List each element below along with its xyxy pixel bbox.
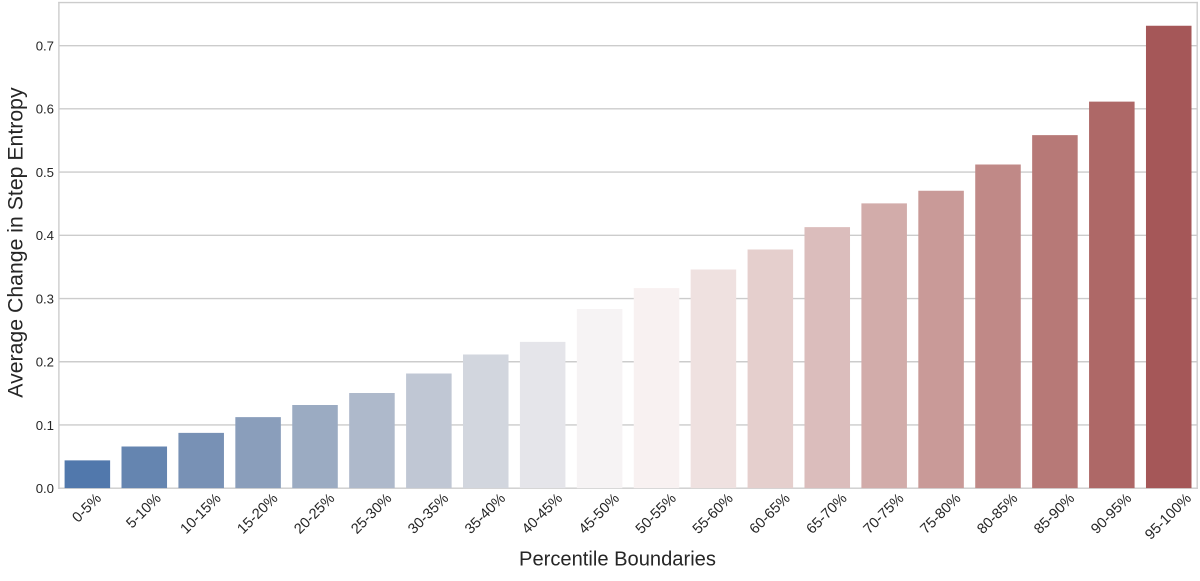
svg-text:0.7: 0.7 [36, 38, 54, 53]
svg-text:0.5: 0.5 [36, 165, 54, 180]
svg-text:Percentile Boundaries: Percentile Boundaries [519, 548, 716, 570]
svg-text:Average Change in Step Entropy: Average Change in Step Entropy [3, 87, 27, 398]
svg-text:0.6: 0.6 [36, 102, 54, 117]
svg-text:0.3: 0.3 [36, 291, 54, 306]
svg-text:0.2: 0.2 [36, 355, 54, 370]
svg-text:0.4: 0.4 [36, 228, 54, 243]
svg-text:0.1: 0.1 [36, 418, 54, 433]
svg-text:0.0: 0.0 [36, 481, 54, 496]
